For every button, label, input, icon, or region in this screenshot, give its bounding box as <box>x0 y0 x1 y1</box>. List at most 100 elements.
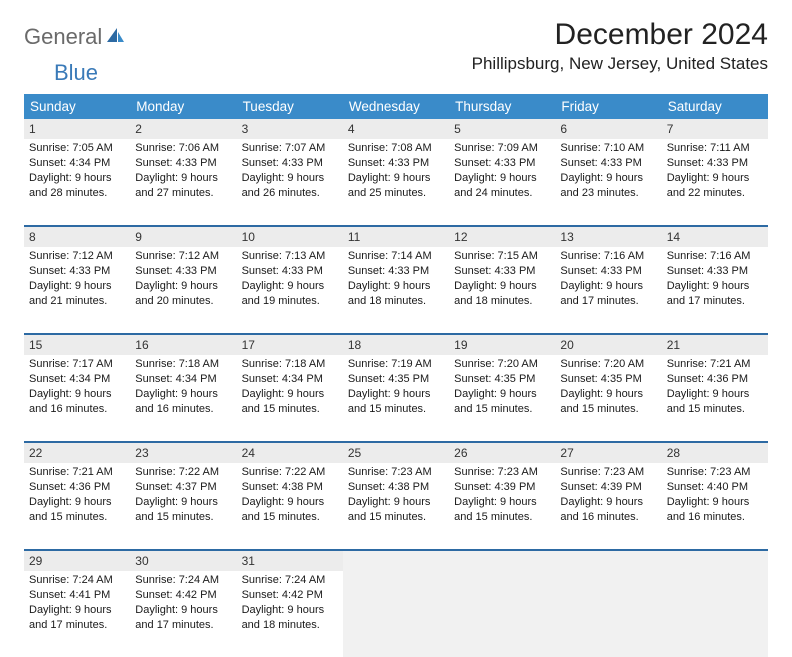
sunset-line: Sunset: 4:41 PM <box>29 588 126 603</box>
month-title: December 2024 <box>472 18 768 52</box>
sunrise-line: Sunrise: 7:22 AM <box>135 465 232 480</box>
weekday-header: Thursday <box>449 94 555 119</box>
week-row: Sunrise: 7:21 AMSunset: 4:36 PMDaylight:… <box>24 463 768 551</box>
sunrise-line: Sunrise: 7:23 AM <box>348 465 445 480</box>
daylight-line-2: and 22 minutes. <box>667 186 764 201</box>
daylight-line-2: and 25 minutes. <box>348 186 445 201</box>
day-cell: Sunrise: 7:23 AMSunset: 4:39 PMDaylight:… <box>555 463 661 549</box>
sunrise-line: Sunrise: 7:21 AM <box>29 465 126 480</box>
weekday-header: Wednesday <box>343 94 449 119</box>
daylight-line-1: Daylight: 9 hours <box>454 387 551 402</box>
daylight-line-1: Daylight: 9 hours <box>667 279 764 294</box>
daylight-line-1: Daylight: 9 hours <box>242 387 339 402</box>
daylight-line-1: Daylight: 9 hours <box>348 495 445 510</box>
day-cell: Sunrise: 7:16 AMSunset: 4:33 PMDaylight:… <box>662 247 768 333</box>
daylight-line-2: and 16 minutes. <box>29 402 126 417</box>
sunset-line: Sunset: 4:35 PM <box>454 372 551 387</box>
sunset-line: Sunset: 4:42 PM <box>242 588 339 603</box>
sunrise-line: Sunrise: 7:24 AM <box>135 573 232 588</box>
sunset-line: Sunset: 4:33 PM <box>242 156 339 171</box>
daylight-line-1: Daylight: 9 hours <box>29 171 126 186</box>
day-number: 27 <box>555 443 661 463</box>
sunset-line: Sunset: 4:33 PM <box>667 264 764 279</box>
day-number: 10 <box>237 227 343 247</box>
day-cell: Sunrise: 7:20 AMSunset: 4:35 PMDaylight:… <box>449 355 555 441</box>
day-number: 24 <box>237 443 343 463</box>
daylight-line-2: and 18 minutes. <box>454 294 551 309</box>
day-number: 20 <box>555 335 661 355</box>
daylight-line-1: Daylight: 9 hours <box>135 387 232 402</box>
daylight-line-2: and 17 minutes. <box>560 294 657 309</box>
sunset-line: Sunset: 4:33 PM <box>348 264 445 279</box>
day-number: 30 <box>130 551 236 571</box>
day-number: 26 <box>449 443 555 463</box>
location: Phillipsburg, New Jersey, United States <box>472 54 768 74</box>
week-row: Sunrise: 7:24 AMSunset: 4:41 PMDaylight:… <box>24 571 768 657</box>
sunset-line: Sunset: 4:33 PM <box>454 264 551 279</box>
sunrise-line: Sunrise: 7:11 AM <box>667 141 764 156</box>
calendar-body: 1234567Sunrise: 7:05 AMSunset: 4:34 PMDa… <box>24 119 768 657</box>
sunrise-line: Sunrise: 7:23 AM <box>454 465 551 480</box>
day-cell: Sunrise: 7:22 AMSunset: 4:37 PMDaylight:… <box>130 463 236 549</box>
daylight-line-2: and 28 minutes. <box>29 186 126 201</box>
day-number: 14 <box>662 227 768 247</box>
daylight-line-1: Daylight: 9 hours <box>560 387 657 402</box>
day-cell: Sunrise: 7:08 AMSunset: 4:33 PMDaylight:… <box>343 139 449 225</box>
daylight-line-1: Daylight: 9 hours <box>242 603 339 618</box>
sunrise-line: Sunrise: 7:14 AM <box>348 249 445 264</box>
day-cell: Sunrise: 7:20 AMSunset: 4:35 PMDaylight:… <box>555 355 661 441</box>
sunset-line: Sunset: 4:34 PM <box>29 156 126 171</box>
sunrise-line: Sunrise: 7:18 AM <box>135 357 232 372</box>
day-number: 9 <box>130 227 236 247</box>
day-number: 12 <box>449 227 555 247</box>
daylight-line-1: Daylight: 9 hours <box>242 171 339 186</box>
sunset-line: Sunset: 4:33 PM <box>135 156 232 171</box>
day-number <box>555 551 661 571</box>
sunset-line: Sunset: 4:33 PM <box>135 264 232 279</box>
sunset-line: Sunset: 4:33 PM <box>348 156 445 171</box>
week-row: Sunrise: 7:12 AMSunset: 4:33 PMDaylight:… <box>24 247 768 335</box>
sunrise-line: Sunrise: 7:23 AM <box>667 465 764 480</box>
day-cell-empty <box>662 571 768 657</box>
daylight-line-2: and 15 minutes. <box>560 402 657 417</box>
daylight-line-1: Daylight: 9 hours <box>135 603 232 618</box>
day-number: 22 <box>24 443 130 463</box>
day-number: 23 <box>130 443 236 463</box>
daylight-line-1: Daylight: 9 hours <box>667 387 764 402</box>
day-cell: Sunrise: 7:23 AMSunset: 4:40 PMDaylight:… <box>662 463 768 549</box>
daylight-line-2: and 15 minutes. <box>242 510 339 525</box>
logo-sail-icon <box>102 24 125 50</box>
daylight-line-1: Daylight: 9 hours <box>135 279 232 294</box>
day-number: 16 <box>130 335 236 355</box>
day-number: 21 <box>662 335 768 355</box>
weekday-header: Friday <box>555 94 661 119</box>
day-number: 1 <box>24 119 130 139</box>
sunset-line: Sunset: 4:34 PM <box>135 372 232 387</box>
daylight-line-1: Daylight: 9 hours <box>560 279 657 294</box>
day-cell: Sunrise: 7:09 AMSunset: 4:33 PMDaylight:… <box>449 139 555 225</box>
sunrise-line: Sunrise: 7:19 AM <box>348 357 445 372</box>
day-cell-empty <box>343 571 449 657</box>
day-cell: Sunrise: 7:21 AMSunset: 4:36 PMDaylight:… <box>24 463 130 549</box>
daylight-line-1: Daylight: 9 hours <box>29 495 126 510</box>
day-number: 11 <box>343 227 449 247</box>
sunset-line: Sunset: 4:33 PM <box>560 156 657 171</box>
weekday-header: Tuesday <box>237 94 343 119</box>
sunset-line: Sunset: 4:34 PM <box>242 372 339 387</box>
sunset-line: Sunset: 4:38 PM <box>348 480 445 495</box>
day-number-row: 15161718192021 <box>24 335 768 355</box>
day-number: 17 <box>237 335 343 355</box>
day-number: 8 <box>24 227 130 247</box>
day-cell: Sunrise: 7:23 AMSunset: 4:38 PMDaylight:… <box>343 463 449 549</box>
day-cell: Sunrise: 7:18 AMSunset: 4:34 PMDaylight:… <box>237 355 343 441</box>
sunset-line: Sunset: 4:33 PM <box>242 264 339 279</box>
sunset-line: Sunset: 4:33 PM <box>560 264 657 279</box>
weekday-header: Monday <box>130 94 236 119</box>
sunset-line: Sunset: 4:38 PM <box>242 480 339 495</box>
daylight-line-2: and 20 minutes. <box>135 294 232 309</box>
sunset-line: Sunset: 4:33 PM <box>29 264 126 279</box>
daylight-line-1: Daylight: 9 hours <box>29 603 126 618</box>
sunrise-line: Sunrise: 7:08 AM <box>348 141 445 156</box>
logo: General <box>24 18 125 50</box>
weekday-header: Saturday <box>662 94 768 119</box>
